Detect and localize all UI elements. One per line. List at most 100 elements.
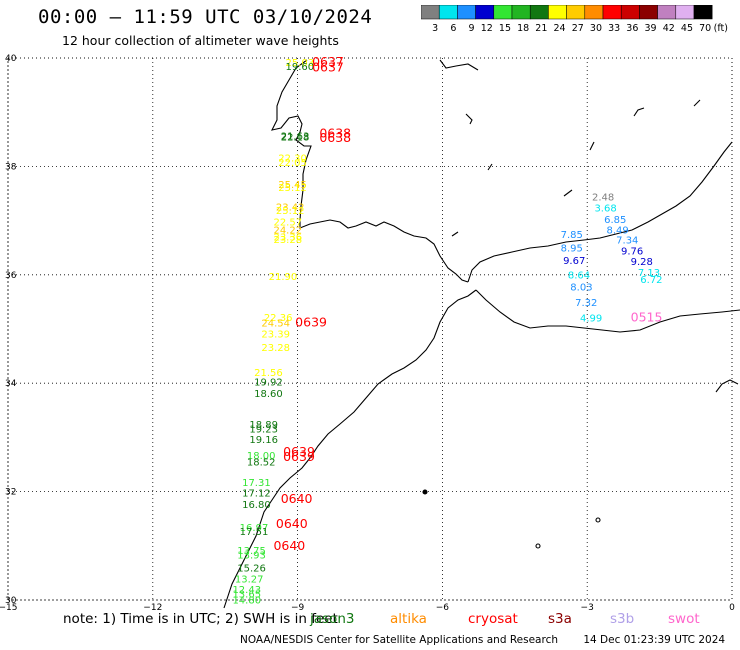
wave-height-label: 22.36 <box>264 313 293 324</box>
legend-label: 12 <box>481 23 493 34</box>
legend-swatch <box>693 5 713 20</box>
pass-time-label: 0640 <box>276 516 308 531</box>
island-1 <box>422 489 428 495</box>
legend-label: 70 <box>699 23 711 34</box>
legend-label: 30 <box>590 23 602 34</box>
wave-height-label: 6.85 <box>604 215 626 226</box>
credit-text: NOAA/NESDIS Center for Satellite Applica… <box>240 634 558 646</box>
wave-height-label: 7.13 <box>638 268 660 279</box>
river-1 <box>465 113 473 125</box>
wave-height-label: 7.32 <box>575 298 597 309</box>
legend-label: 36 <box>626 23 638 34</box>
wave-height-label: 13.93 <box>237 550 266 561</box>
wave-height-label: 16.97 <box>240 523 269 534</box>
lat-label: 36 <box>5 271 17 281</box>
map-subtitle: 12 hour collection of altimeter wave hei… <box>62 33 339 48</box>
wave-height-label: 24.22 <box>273 226 302 237</box>
legend-label: 3 <box>432 23 438 34</box>
wave-height-label: 21.63 <box>281 131 310 142</box>
wave-height-label: 3.68 <box>594 203 616 214</box>
pass-time-label: 0638 <box>319 130 351 145</box>
wave-height-label: 13.75 <box>237 546 266 557</box>
wave-height-label: 17.31 <box>242 478 271 489</box>
lat-label: 32 <box>5 488 16 498</box>
note-bar: note: 1) Time is in UTC; 2) SWH is in fe… <box>63 611 338 627</box>
wave-height-label: 18.52 <box>247 458 276 469</box>
wave-height-label: 23.42 <box>276 202 305 213</box>
wave-height-label: 13.65 <box>232 589 261 600</box>
wave-height-label: 2.48 <box>592 193 614 204</box>
wave-height-label: 9.76 <box>621 247 643 258</box>
wave-height-label: 19.92 <box>254 377 283 388</box>
pass-time-label: 0640 <box>281 491 313 506</box>
legend-label: 15 <box>499 23 511 34</box>
lat-label: 38 <box>5 162 17 172</box>
lon-label: −6 <box>436 603 450 610</box>
lat-lon-grid <box>7 57 733 601</box>
pass-time-label: 0639 <box>295 314 327 329</box>
wave-height-label: 8.49 <box>607 226 629 237</box>
axis-labels: 40 38 36 34 32 30−15 −12 −9 −6 −3 0 <box>0 54 735 610</box>
pass-time-label: 0639 <box>283 449 315 464</box>
wave-height-label: 24.54 <box>261 318 290 329</box>
river-3 <box>589 141 595 151</box>
satellite-label-altika: altika <box>390 611 427 627</box>
legend-label: 18 <box>517 23 529 34</box>
wave-height-label: 22.18 <box>281 132 310 143</box>
wave-height-label: 18.89 <box>249 420 278 431</box>
legend-label: 27 <box>572 23 584 34</box>
wave-height-label: 8.95 <box>561 243 583 254</box>
lon-label: −3 <box>581 603 594 610</box>
legend-label: 21 <box>535 23 547 34</box>
pass-time-label: 0637 <box>312 54 344 69</box>
river-4 <box>693 99 701 107</box>
wave-height-label: 12.43 <box>232 585 261 596</box>
legend-label: 9 <box>469 23 475 34</box>
wave-height-label: 4.99 <box>580 313 602 324</box>
wave-height-label: 7.85 <box>561 230 583 241</box>
coastline <box>223 59 740 609</box>
timestamp-text: 14 Dec 01:23:39 UTC 2024 <box>583 634 726 646</box>
lat-label: 34 <box>5 379 17 389</box>
wave-height-label: 15.26 <box>237 563 266 574</box>
wave-height-label: 19.16 <box>249 435 278 446</box>
pass-time-label: 0637 <box>312 60 344 75</box>
pass-time-label: 0638 <box>319 126 351 141</box>
legend-label: 33 <box>608 23 620 34</box>
wave-height-labels: 25.0319.6021.6322.1822.3022.0525.4525.12… <box>232 58 662 606</box>
satellite-label-cryosat: cryosat <box>468 611 518 627</box>
wave-height-label: 16.80 <box>242 500 271 511</box>
wave-height-label: 14.80 <box>232 595 261 606</box>
color-legend: 3 6 9 12 15 18 21 24 27 30 33 36 39 42 45 70 (ft) <box>421 5 728 34</box>
lon-label: −9 <box>291 603 305 610</box>
wave-height-label: 7.34 <box>616 235 638 246</box>
lat-label: 30 <box>5 596 17 606</box>
wave-height-label: 8.64 <box>568 271 590 282</box>
map-title: 00:00 – 11:59 UTC 03/10/2024 <box>38 6 373 28</box>
wave-height-label: 17.12 <box>242 488 271 499</box>
wave-height-label: 25.12 <box>278 183 307 194</box>
wave-height-label: 23.39 <box>261 330 290 341</box>
wave-height-label: 8.03 <box>570 283 592 294</box>
wave-height-label: 22.57 <box>273 217 302 228</box>
island-3 <box>535 543 541 549</box>
wave-height-label: 18.60 <box>254 389 283 400</box>
wave-height-label: 23.36 <box>273 233 302 244</box>
coastline-north-africa <box>475 289 740 333</box>
pass-time-labels: 0637063706380638063906390639064006400640… <box>273 54 662 553</box>
satellite-label-swot: swot <box>668 611 700 627</box>
coastline-balearic <box>715 379 739 393</box>
wave-height-label: 6.72 <box>640 275 662 286</box>
wave-height-label: 25.45 <box>278 180 307 191</box>
river-5 <box>633 107 645 117</box>
river-2 <box>487 163 493 171</box>
satellite-label-jason3: jason3 <box>310 611 355 627</box>
wave-height-label: 17.51 <box>240 527 269 538</box>
wave-height-label: 22.30 <box>278 154 307 165</box>
wave-height-map: 25.0319.6021.6322.1822.3022.0525.4525.12… <box>0 54 740 610</box>
legend-label: 42 <box>663 23 675 34</box>
coastline-spain-north <box>439 59 479 71</box>
wave-height-label: 25.12 <box>276 206 305 217</box>
wave-height-label: 22.05 <box>278 158 307 169</box>
lat-label: 40 <box>5 54 17 64</box>
